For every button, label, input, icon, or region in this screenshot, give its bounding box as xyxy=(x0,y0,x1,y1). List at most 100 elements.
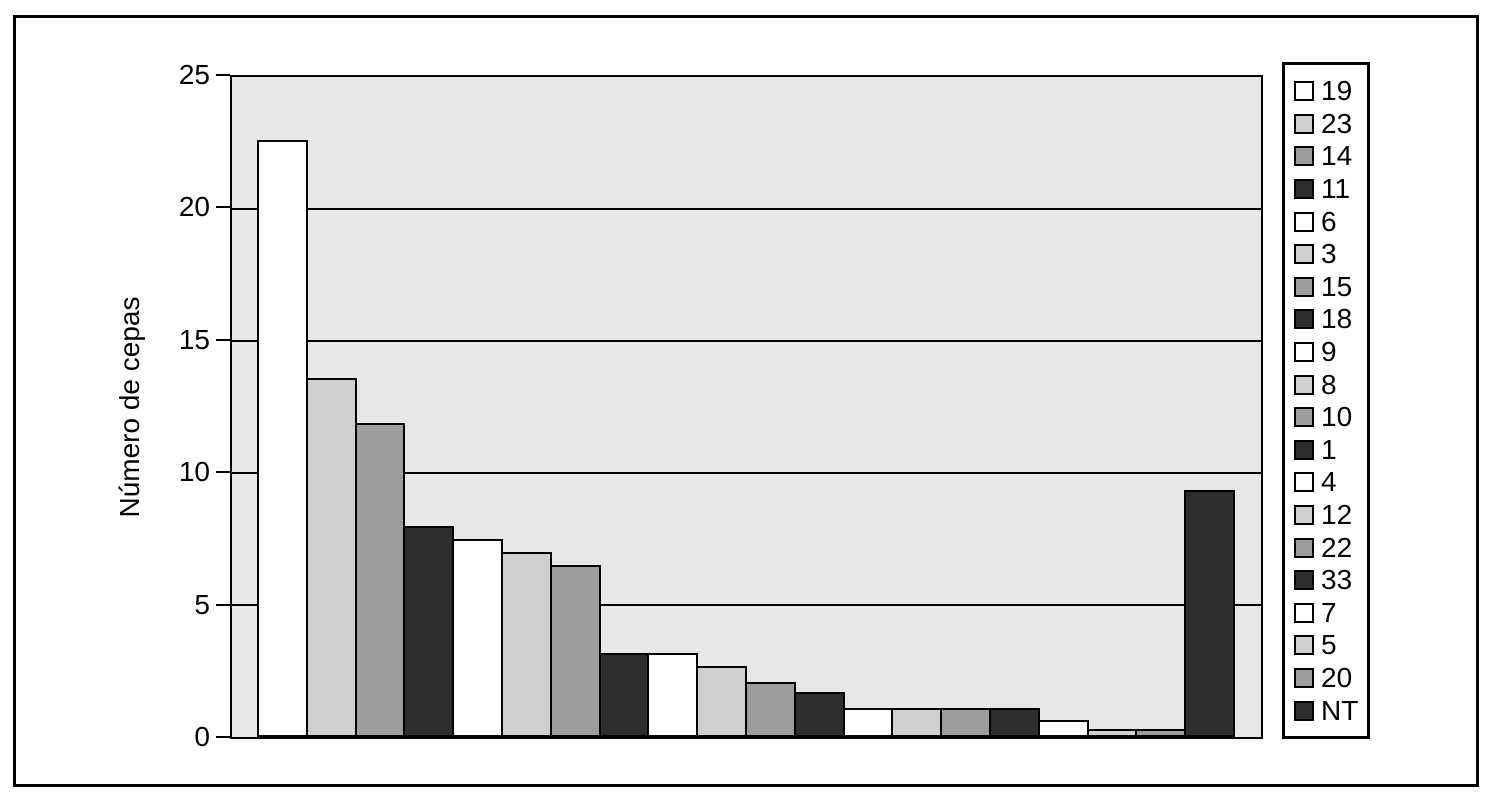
bar-serotype-3 xyxy=(501,552,552,737)
bar-serotype-20 xyxy=(1135,729,1187,737)
bar-serotype-10 xyxy=(745,681,796,737)
bar-serotype-5 xyxy=(1086,729,1138,737)
y-axis-tick-labels: 0 5 10 15 20 25 xyxy=(140,61,210,751)
legend-item-19: 19 xyxy=(1294,75,1367,108)
legend-item-7: 7 xyxy=(1294,597,1367,630)
legend-item-12: 12 xyxy=(1294,499,1367,532)
tick-mark-y-0 xyxy=(216,736,230,738)
legend-swatch-icon xyxy=(1294,309,1314,330)
legend-label: 33 xyxy=(1321,564,1353,596)
legend-item-14: 14 xyxy=(1294,140,1367,173)
legend-item-33: 33 xyxy=(1294,564,1367,597)
bar-serotype-4 xyxy=(842,707,894,737)
legend-swatch-icon xyxy=(1294,211,1314,232)
legend-item-3: 3 xyxy=(1294,238,1367,271)
legend-swatch-icon xyxy=(1294,537,1314,558)
bar-serotype-8 xyxy=(696,665,747,737)
legend-item-11: 11 xyxy=(1294,173,1367,206)
y-axis-tick-marks xyxy=(216,74,230,739)
legend-label: 15 xyxy=(1321,270,1353,302)
legend-label: 12 xyxy=(1321,499,1353,531)
tick-mark-y-20 xyxy=(216,206,230,209)
legend-label: 3 xyxy=(1321,238,1337,270)
bar-serotype-11 xyxy=(403,525,455,737)
bar-serotype-14 xyxy=(354,422,406,737)
legend-swatch-icon xyxy=(1294,472,1314,493)
legend-label: 20 xyxy=(1321,661,1353,693)
tick-mark-y-5 xyxy=(216,603,230,606)
legend-label: 6 xyxy=(1321,205,1337,237)
bar-serotype-9 xyxy=(647,652,699,737)
legend-item-8: 8 xyxy=(1294,368,1367,401)
legend-label: 9 xyxy=(1321,336,1337,368)
legend-item-20: 20 xyxy=(1294,662,1367,695)
legend-item-22: 22 xyxy=(1294,531,1367,564)
legend-label: 22 xyxy=(1321,531,1353,563)
legend-item-9: 9 xyxy=(1294,336,1367,369)
legend-box: 19 23 14 11 6 3 15 18 9 8 10 1 4 12 22 33 7 5 20 NT xyxy=(1282,62,1370,739)
legend-swatch-icon xyxy=(1294,81,1314,102)
legend-swatch-icon xyxy=(1294,146,1314,167)
tick-label-y-15: 15 xyxy=(178,323,210,355)
legend-item-1: 1 xyxy=(1294,434,1367,467)
tick-label-y-20: 20 xyxy=(178,191,210,223)
tick-label-y-10: 10 xyxy=(178,456,210,488)
legend-swatch-icon xyxy=(1294,374,1314,395)
legend-label: NT xyxy=(1321,694,1359,726)
legend-item-18: 18 xyxy=(1294,303,1367,336)
legend-swatch-icon xyxy=(1294,244,1314,265)
legend-swatch-icon xyxy=(1294,635,1314,656)
gridline-y-20 xyxy=(232,208,1261,210)
tick-label-y-0: 0 xyxy=(194,721,210,752)
tick-mark-y-15 xyxy=(216,338,230,341)
legend-item-10: 10 xyxy=(1294,401,1367,434)
gridline-y-15 xyxy=(232,340,1261,342)
bar-serotype-6 xyxy=(452,539,503,737)
legend-swatch-icon xyxy=(1294,570,1314,591)
bar-serotype-12 xyxy=(891,707,943,737)
legend-label: 8 xyxy=(1321,368,1337,400)
legend-label: 11 xyxy=(1321,173,1351,205)
legend-swatch-icon xyxy=(1294,667,1314,688)
legend-item-23: 23 xyxy=(1294,108,1367,141)
legend-item-5: 5 xyxy=(1294,629,1367,662)
legend-label: 18 xyxy=(1321,303,1353,335)
bar-serotype-22 xyxy=(940,707,991,737)
bar-serotype-NT xyxy=(1184,490,1235,737)
legend-swatch-icon xyxy=(1294,505,1314,526)
legend-swatch-icon xyxy=(1294,602,1314,623)
gridline-y-5 xyxy=(232,604,1261,606)
legend-label: 19 xyxy=(1321,75,1353,107)
legend-item-4: 4 xyxy=(1294,466,1367,499)
legend-label: 10 xyxy=(1321,401,1353,433)
gridline-y-10 xyxy=(232,472,1261,474)
legend-swatch-icon xyxy=(1294,407,1314,428)
bar-serotype-19 xyxy=(257,140,308,737)
bar-serotype-18 xyxy=(598,652,650,737)
tick-label-y-5: 5 xyxy=(194,588,210,620)
bar-serotype-1 xyxy=(793,692,845,737)
bar-serotype-23 xyxy=(305,377,357,737)
tick-mark-y-25 xyxy=(216,74,230,76)
legend-label: 4 xyxy=(1321,466,1337,498)
bar-serotype-7 xyxy=(1037,719,1089,737)
legend-label: 1 xyxy=(1321,433,1337,465)
legend-label: 23 xyxy=(1321,107,1353,139)
legend-swatch-icon xyxy=(1294,439,1314,460)
legend-swatch-icon xyxy=(1294,179,1314,200)
legend-item-NT: NT xyxy=(1294,694,1367,727)
legend-item-6: 6 xyxy=(1294,205,1367,238)
legend-swatch-icon xyxy=(1294,342,1314,363)
legend-label: 14 xyxy=(1321,140,1353,172)
tick-label-y-25: 25 xyxy=(178,59,210,90)
legend-swatch-icon xyxy=(1294,276,1314,297)
legend-label: 7 xyxy=(1321,596,1337,628)
legend-label: 5 xyxy=(1321,629,1337,661)
plot-area xyxy=(230,75,1263,739)
legend-swatch-icon xyxy=(1294,700,1314,721)
legend-item-15: 15 xyxy=(1294,271,1367,304)
bar-serotype-33 xyxy=(989,707,1040,737)
bar-serotype-15 xyxy=(549,565,601,737)
tick-mark-y-10 xyxy=(216,471,230,474)
